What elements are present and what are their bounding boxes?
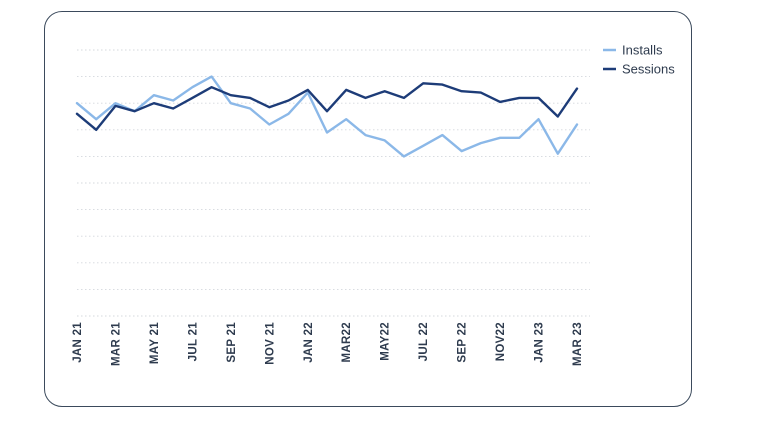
chart-card <box>44 11 692 407</box>
x-tick-label: MAY22 <box>380 322 392 361</box>
series-line-sessions <box>75 82 579 132</box>
x-tick-label: MAR 21 <box>110 322 122 366</box>
x-tick-label: MAR 23 <box>572 322 584 366</box>
x-tick-label: MAY 21 <box>149 322 161 364</box>
series-lines <box>75 75 579 158</box>
x-tick-label: SEP 21 <box>226 322 238 363</box>
legend-label-installs: Installs <box>622 43 663 58</box>
x-tick-label: JAN 21 <box>72 322 84 363</box>
x-tick-label: JUL 22 <box>418 322 430 361</box>
x-tick-label: MAR22 <box>341 322 353 362</box>
legend-label-sessions: Sessions <box>622 62 675 77</box>
series-line-installs <box>75 75 579 158</box>
x-tick-label: NOV 21 <box>264 322 276 365</box>
legend: Installs Sessions <box>603 43 675 77</box>
x-tick-label: JUL 21 <box>187 322 199 362</box>
x-tick-label: JAN 23 <box>534 322 546 363</box>
x-tick-label: SEP 22 <box>457 322 469 363</box>
x-axis-ticks: JAN 21 MAR 21 MAY 21 JUL 21 SEP 21 NOV 21 JAN … <box>72 322 584 366</box>
x-tick-label: NOV22 <box>495 322 507 361</box>
gridlines <box>77 49 590 317</box>
x-tick-label: JAN 22 <box>303 322 315 363</box>
